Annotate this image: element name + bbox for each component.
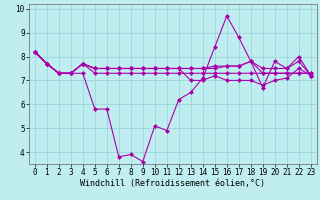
X-axis label: Windchill (Refroidissement éolien,°C): Windchill (Refroidissement éolien,°C) — [80, 179, 265, 188]
